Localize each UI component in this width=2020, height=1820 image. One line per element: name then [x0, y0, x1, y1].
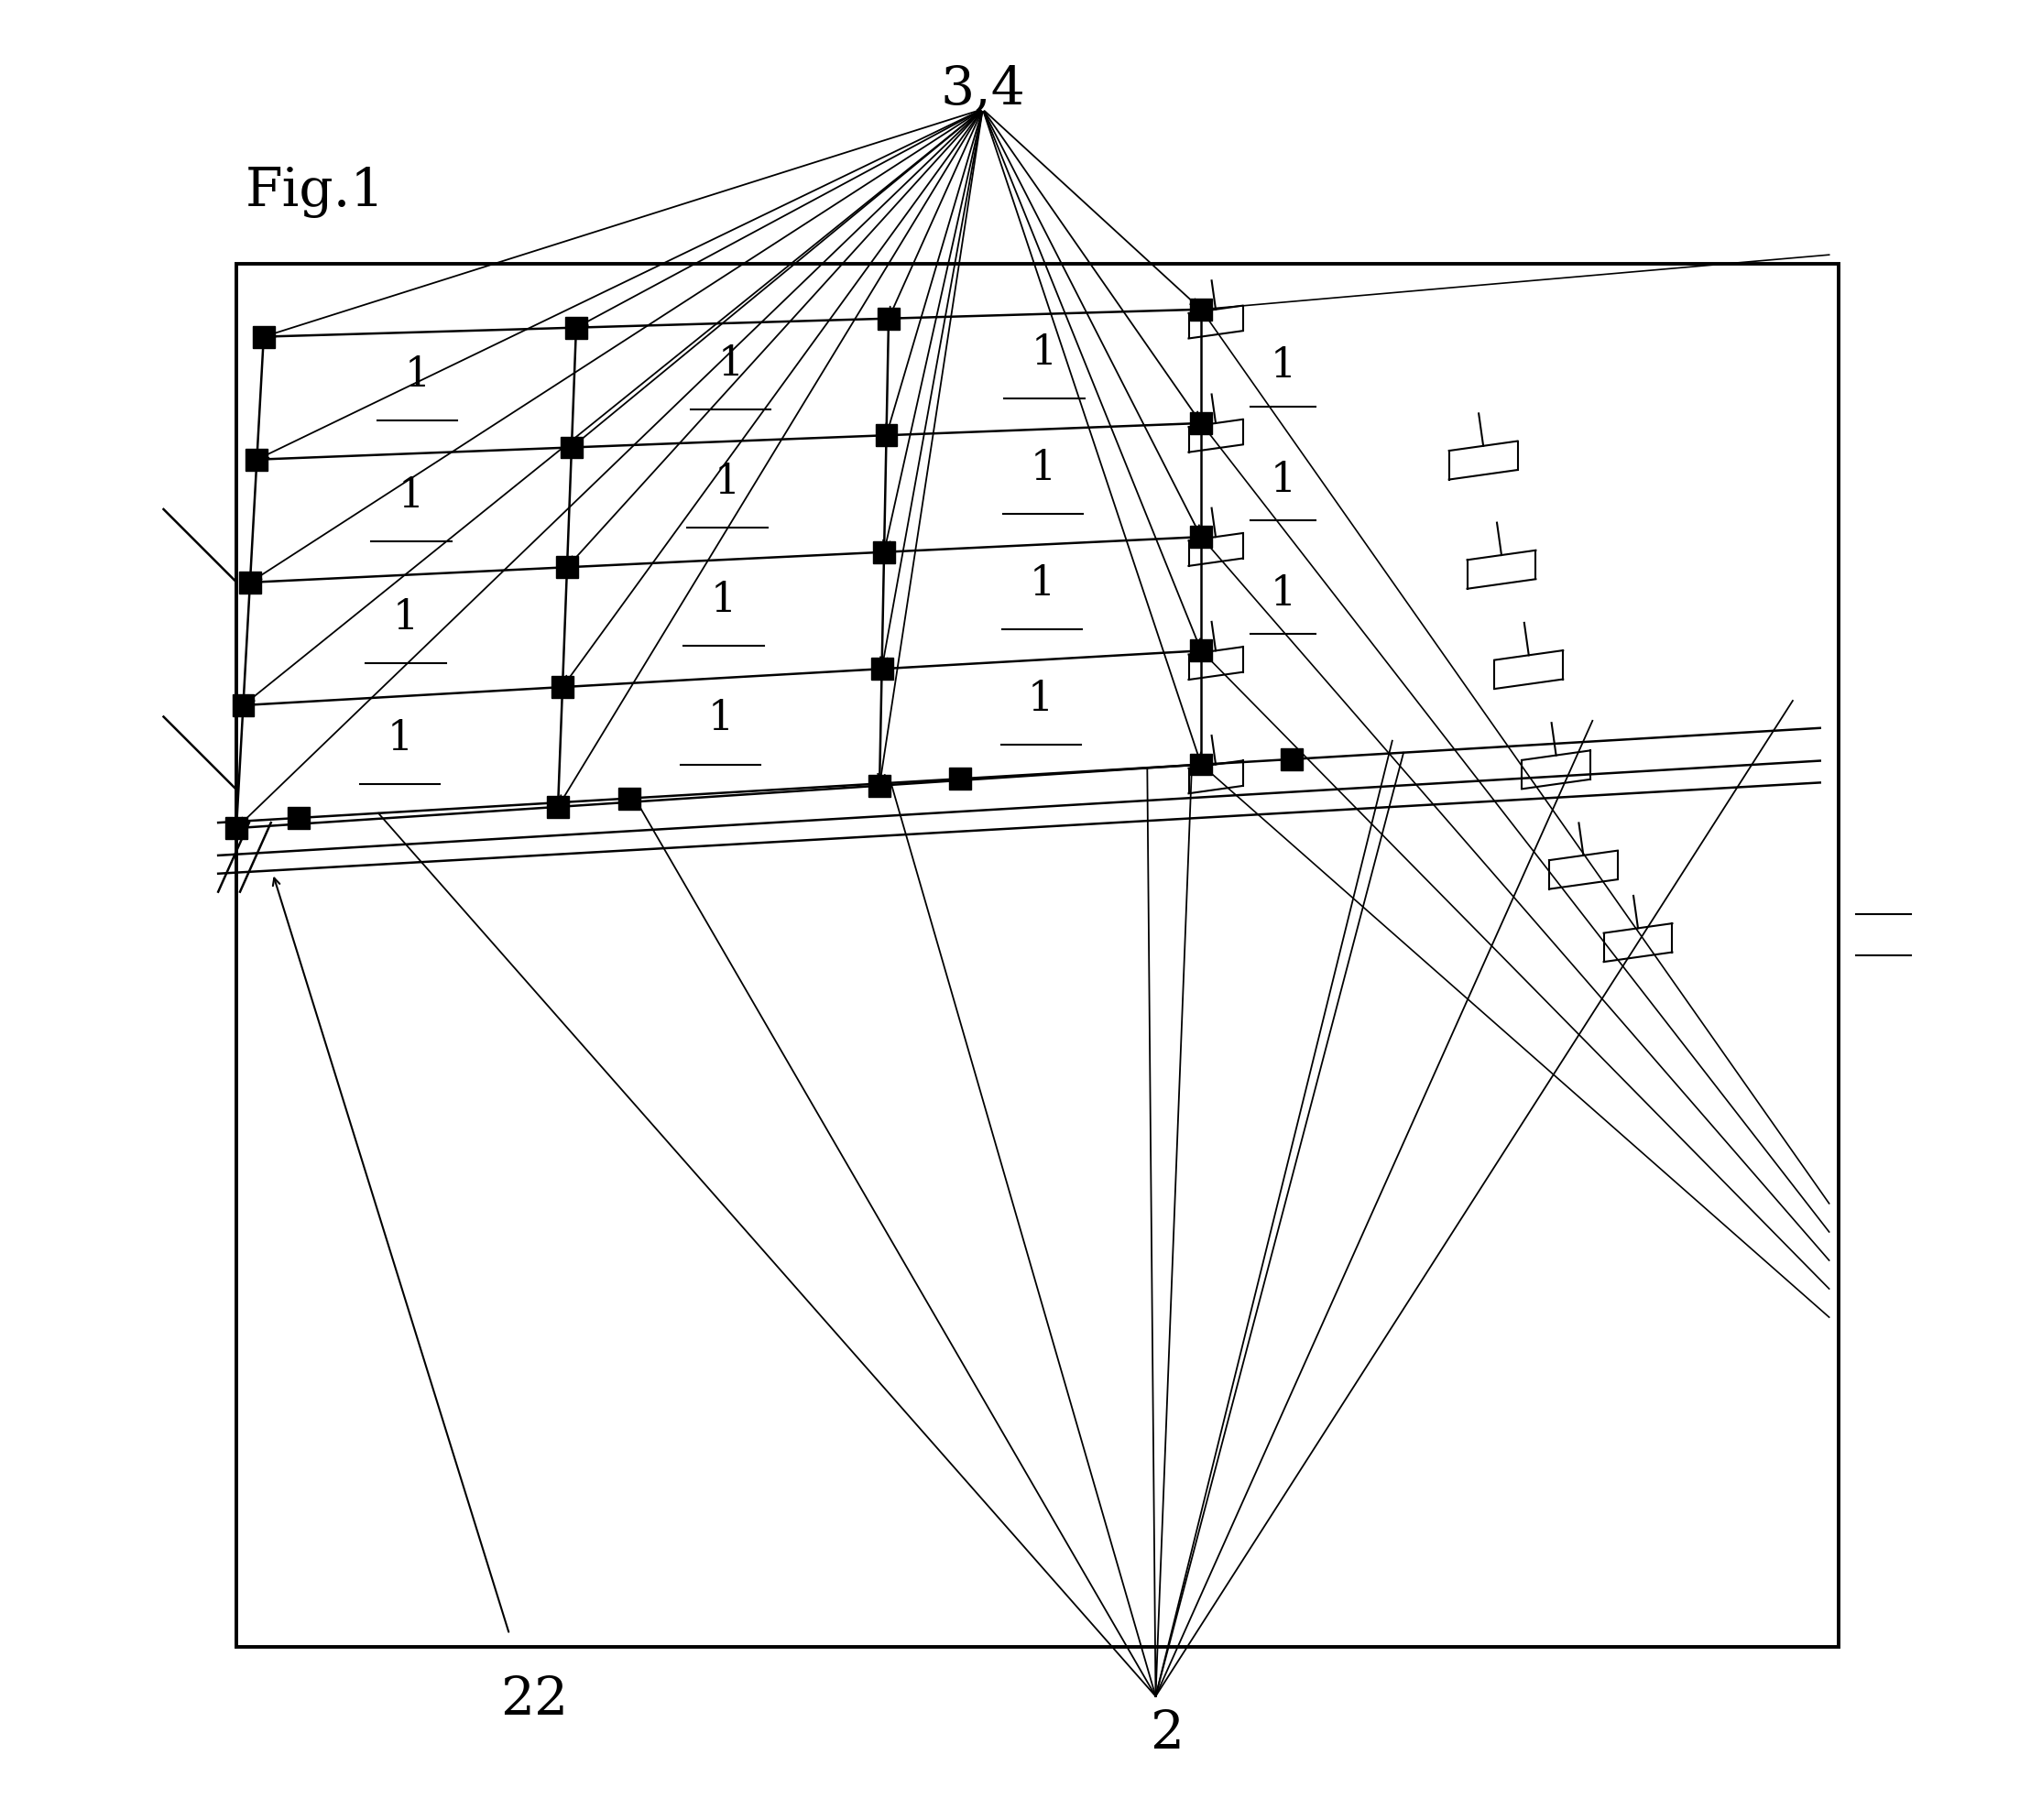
- Text: 1: 1: [1028, 564, 1054, 604]
- Bar: [1190, 298, 1212, 320]
- Bar: [252, 326, 275, 348]
- Text: 1: 1: [717, 344, 743, 384]
- Text: 1: 1: [1271, 346, 1297, 386]
- Text: 1: 1: [715, 462, 739, 502]
- Bar: [949, 768, 972, 790]
- Text: 1: 1: [1028, 679, 1054, 719]
- Text: 1: 1: [1030, 450, 1056, 488]
- Bar: [232, 693, 255, 715]
- Text: 1: 1: [1271, 573, 1297, 613]
- Bar: [246, 450, 269, 471]
- Bar: [871, 657, 893, 679]
- Text: 1: 1: [711, 581, 737, 621]
- Text: 22: 22: [501, 1674, 568, 1725]
- Text: 1: 1: [404, 355, 430, 395]
- Bar: [1190, 413, 1212, 435]
- Bar: [1190, 753, 1212, 775]
- Bar: [1281, 748, 1303, 770]
- Bar: [238, 571, 261, 593]
- Bar: [226, 817, 246, 839]
- Bar: [287, 806, 309, 828]
- Text: 1: 1: [398, 477, 424, 515]
- Text: 1: 1: [392, 597, 418, 637]
- Bar: [879, 308, 899, 329]
- Text: 1: 1: [707, 699, 733, 739]
- Bar: [1190, 641, 1212, 662]
- Text: 3,4: 3,4: [939, 64, 1026, 115]
- Bar: [236, 264, 1838, 1647]
- Bar: [873, 541, 895, 562]
- Bar: [875, 424, 897, 446]
- Bar: [551, 677, 574, 699]
- Bar: [566, 317, 588, 339]
- Bar: [1190, 526, 1212, 548]
- Text: 1: 1: [388, 719, 412, 759]
- Text: 1: 1: [1032, 333, 1056, 373]
- Bar: [562, 437, 582, 459]
- Text: Fig.1: Fig.1: [246, 167, 386, 218]
- Bar: [556, 557, 578, 579]
- Text: 2: 2: [1149, 1709, 1184, 1760]
- Bar: [869, 775, 891, 797]
- Text: 1: 1: [1271, 460, 1297, 501]
- Bar: [547, 795, 570, 817]
- Bar: [618, 788, 640, 810]
